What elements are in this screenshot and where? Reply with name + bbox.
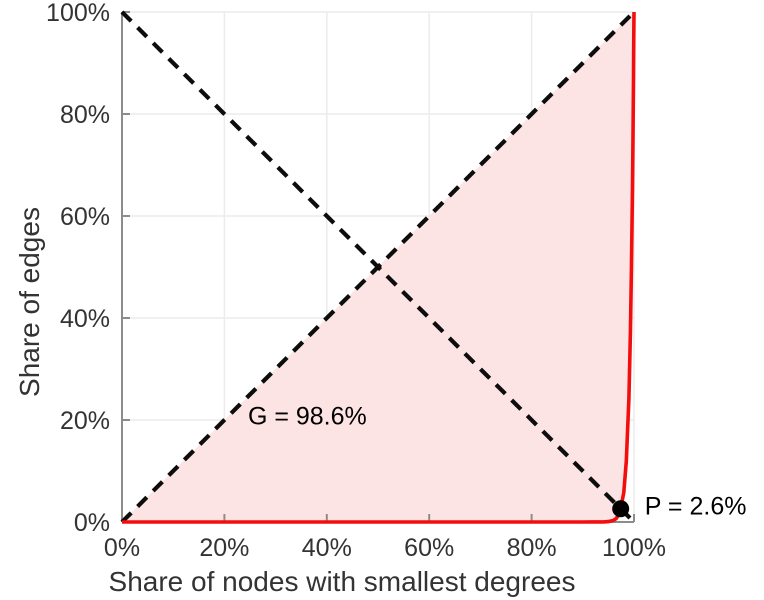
p-value-annotation: P = 2.6%	[644, 492, 747, 521]
x-axis-title: Share of nodes with smallest degrees	[108, 566, 576, 597]
y-tick-label-0: 0%	[74, 509, 110, 537]
x-tick-label-20: 20%	[199, 534, 249, 562]
y-tick-label-20: 20%	[60, 407, 110, 435]
x-tick-label-80: 80%	[507, 534, 557, 562]
y-tick-label-100: 100%	[46, 0, 110, 27]
lorenz-curve	[122, 11, 636, 524]
y-tick-label-40: 40%	[60, 305, 110, 333]
x-tick-label-60: 60%	[404, 534, 454, 562]
anti-diagonal-curve	[120, 10, 636, 524]
y-tick-label-60: 60%	[60, 203, 110, 231]
p-intersection-dot	[612, 500, 630, 518]
x-tick-label-40: 40%	[302, 534, 352, 562]
gini-coefficient-annotation: G = 98.6%	[247, 402, 367, 431]
y-axis-title: Share of edges	[14, 207, 45, 397]
x-tick-label-100: 100%	[602, 534, 666, 562]
y-tick-label-80: 80%	[60, 101, 110, 129]
x-tick-label-0: 0%	[104, 534, 140, 562]
